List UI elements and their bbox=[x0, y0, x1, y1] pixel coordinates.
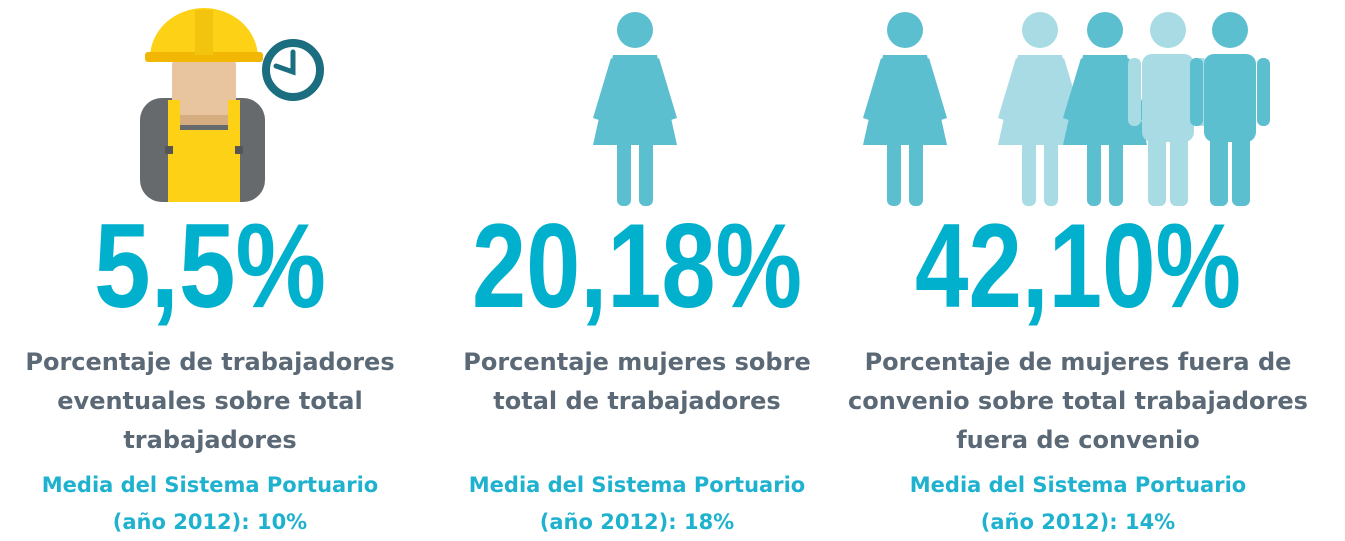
stat-value: 5,5% bbox=[94, 199, 326, 333]
stat-description: Porcentaje de trabajadores bbox=[25, 348, 394, 376]
stat-benchmark: (año 2012): 10% bbox=[113, 510, 307, 534]
stats: 5,5% Porcentaje de trabajadores eventuales… bbox=[25, 199, 1308, 534]
worker-icon bbox=[140, 8, 324, 202]
woman-icon bbox=[593, 12, 677, 206]
stat-benchmark: Media del Sistema Portuario bbox=[469, 473, 805, 497]
stat-description: total de trabajadores bbox=[493, 387, 780, 415]
stat-value: 42,10% bbox=[915, 199, 1241, 333]
stat-description: Porcentaje mujeres sobre bbox=[463, 348, 810, 376]
stat-benchmark: Media del Sistema Portuario bbox=[42, 473, 378, 497]
stat-value: 20,18% bbox=[472, 199, 802, 333]
stat-benchmark: (año 2012): 18% bbox=[540, 510, 734, 534]
group-icon bbox=[863, 12, 1270, 206]
stat-benchmark: Media del Sistema Portuario bbox=[910, 473, 1246, 497]
stat-benchmark: (año 2012): 14% bbox=[981, 510, 1175, 534]
stat-description: trabajadores bbox=[123, 426, 296, 454]
stat-description: Porcentaje de mujeres fuera de bbox=[865, 348, 1292, 376]
stat-description: convenio sobre total trabajadores bbox=[848, 387, 1308, 415]
stat-description: fuera de convenio bbox=[956, 426, 1200, 454]
stat-description: eventuales sobre total bbox=[57, 387, 362, 415]
